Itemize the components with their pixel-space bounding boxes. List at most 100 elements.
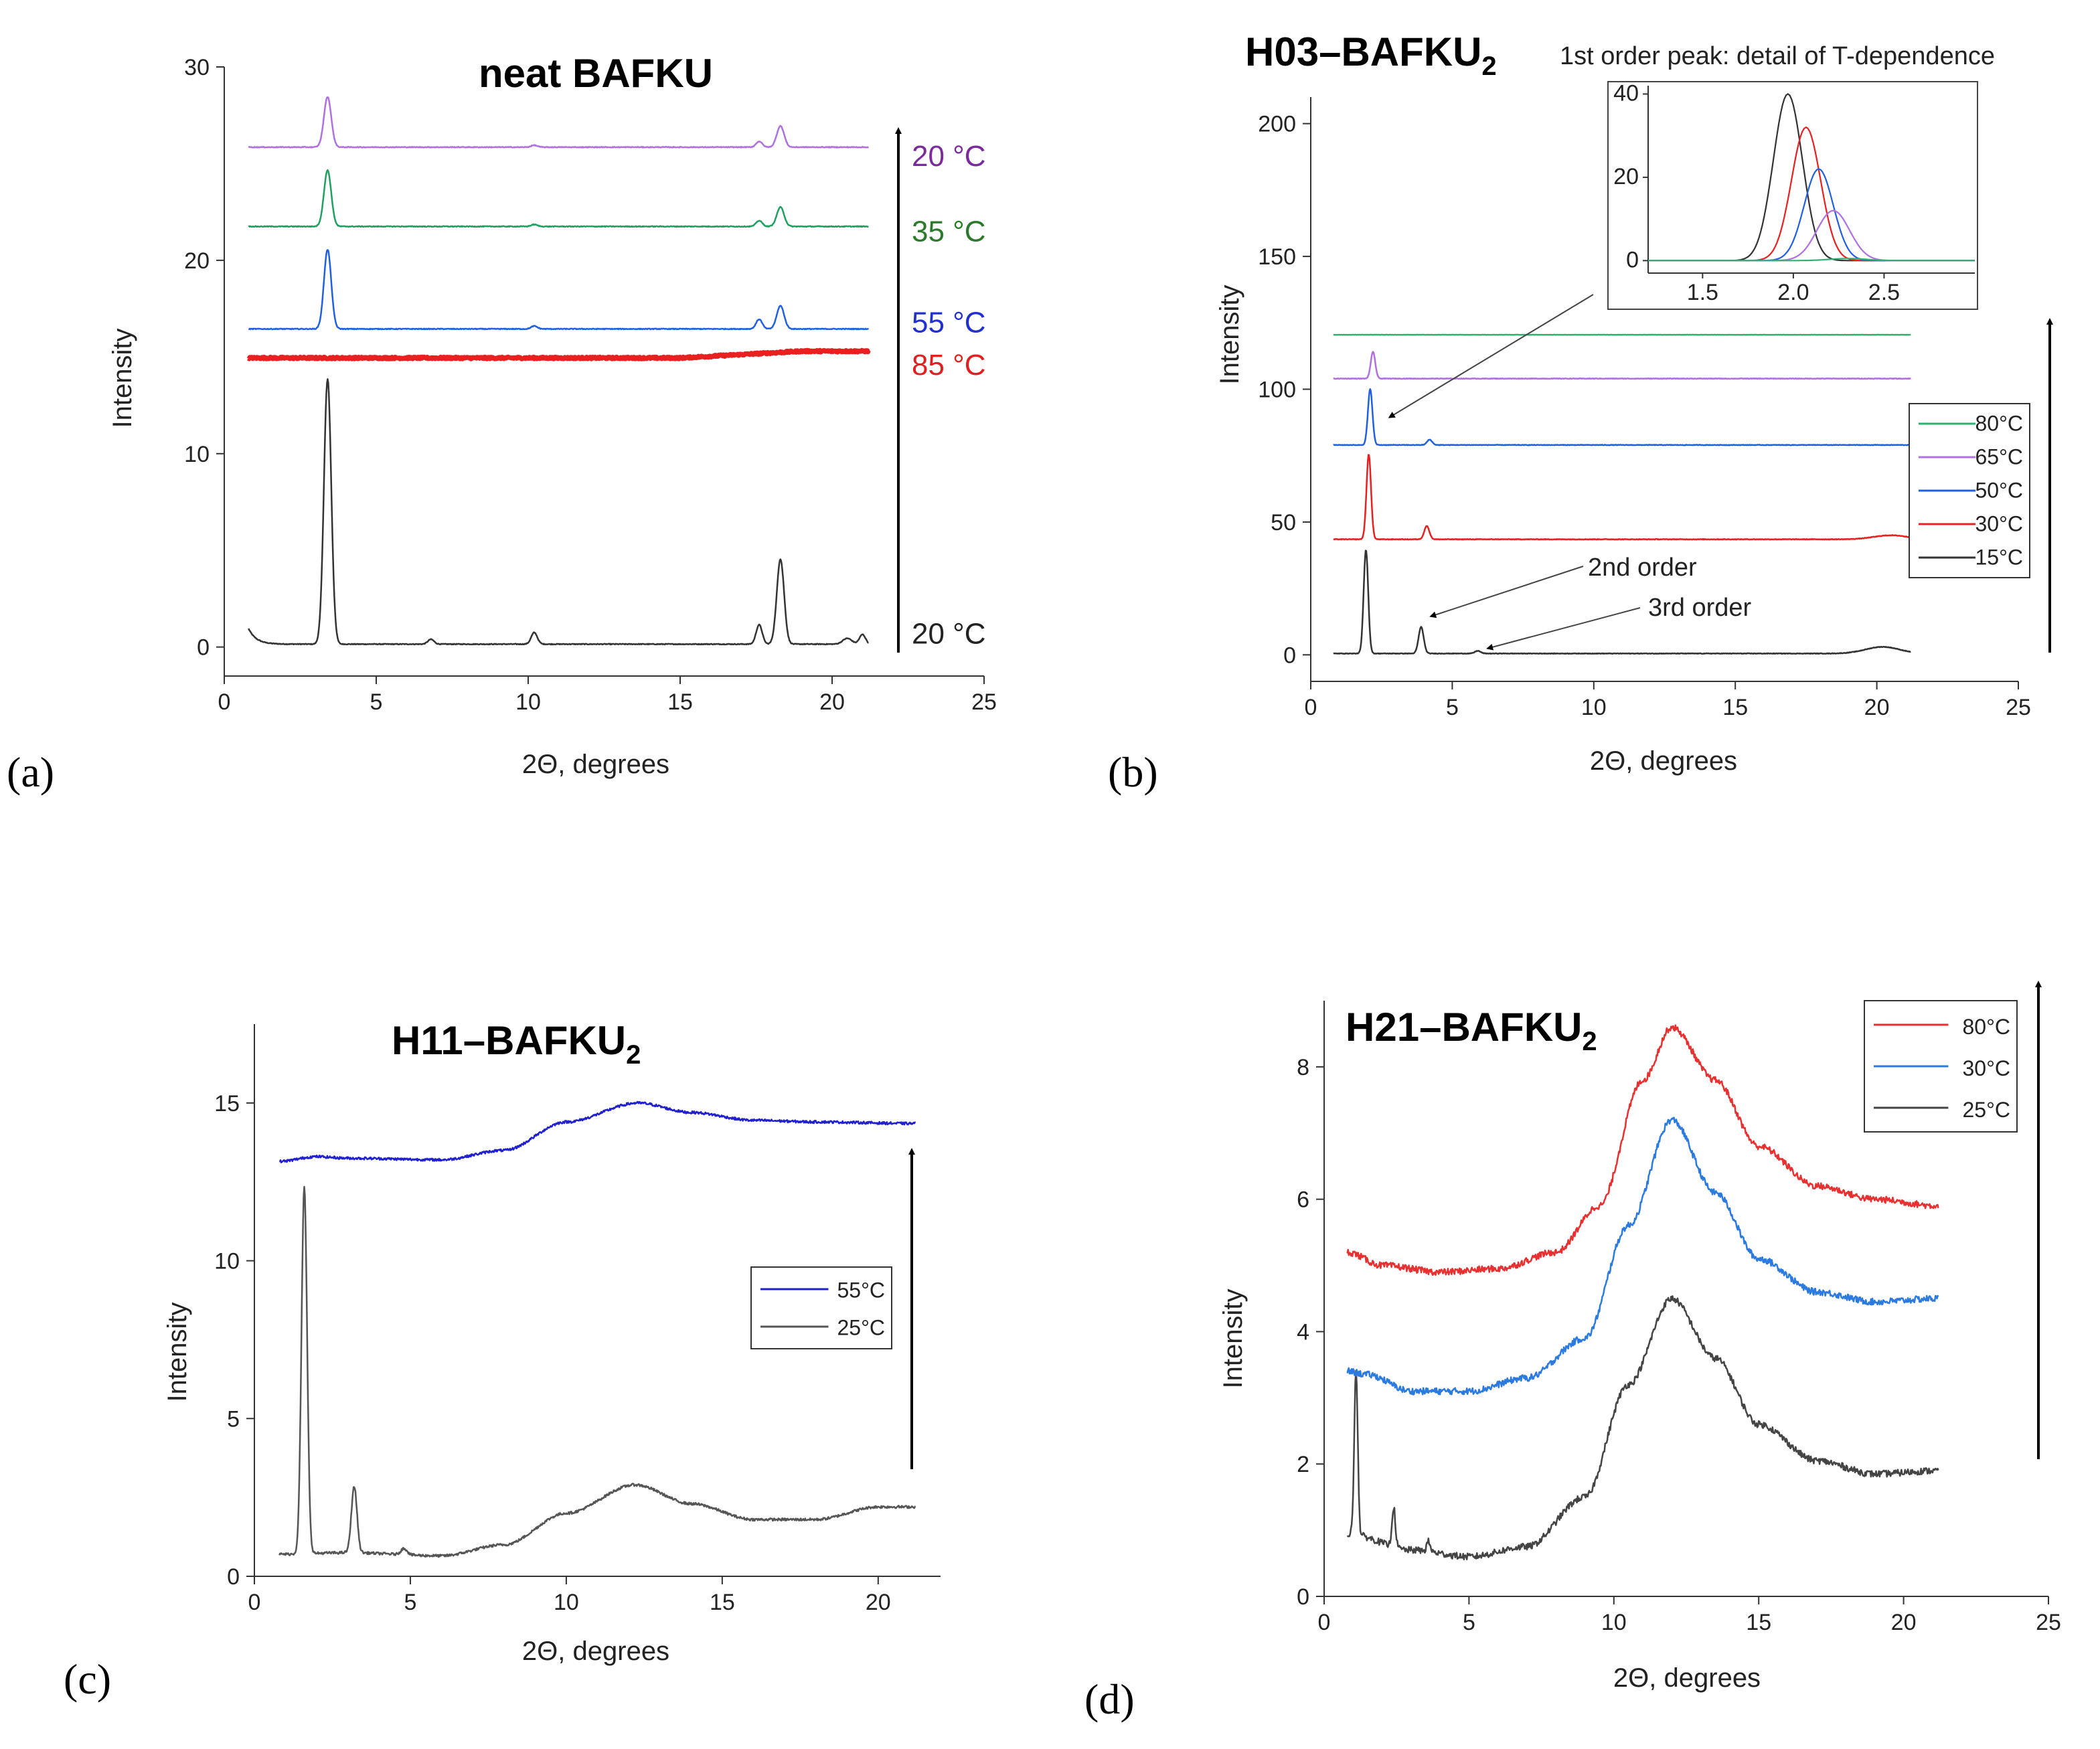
series-line-d-3: [1348, 1025, 1939, 1275]
y-tick-label-c: 15: [214, 1091, 240, 1116]
y-tick-label-d: 6: [1297, 1187, 1309, 1213]
series-line-d-1: [1348, 1296, 1939, 1559]
x-tick-label-d: 25: [2036, 1610, 2061, 1635]
annotation-3rd-order: 3rd order: [1648, 594, 1752, 622]
legend-label-b: 30°C: [1975, 512, 2024, 536]
legend-c: 55°C 25°C: [751, 1267, 892, 1349]
legend-label-d: 30°C: [1963, 1056, 2011, 1080]
legend-label-b: 65°C: [1975, 445, 2024, 469]
legend-label-b: 50°C: [1975, 479, 2024, 503]
annotation-arrow-2nd: [1433, 566, 1583, 616]
chart-title-b: H03–BAFKU2: [1245, 29, 1497, 81]
y-tick-label-b: 0: [1283, 643, 1296, 668]
y-tick-label-a: 10: [184, 442, 210, 467]
panel-label-b: (b): [1108, 748, 1158, 796]
x-tick-label-b: 20: [1864, 695, 1890, 720]
legend-label-d: 25°C: [1963, 1098, 2011, 1122]
legend-label-b: 15°C: [1975, 546, 2024, 570]
x-tick-label-b: 5: [1446, 695, 1459, 720]
x-tick-label-c: 15: [710, 1590, 735, 1615]
panel-label-d: (d): [1084, 1675, 1135, 1723]
inset-x-tick-label: 1.5: [1687, 280, 1718, 305]
legend-label-c: 55°C: [837, 1278, 886, 1303]
x-tick-label-b: 15: [1722, 695, 1748, 720]
x-tick-label-a: 10: [515, 689, 541, 715]
legend-d: 80°C 30°C 25°C: [1864, 1001, 2017, 1132]
temp-label-a-3: 55 °C: [912, 306, 986, 339]
chart-title-d-sub: 2: [1582, 1027, 1597, 1056]
panel-label-c: (c): [64, 1655, 111, 1703]
chart-title-c: H11–BAFKU2: [392, 1018, 641, 1070]
annotation-2nd-order: 2nd order: [1588, 554, 1697, 582]
x-tick-label-a: 15: [667, 689, 693, 715]
series-line-b-3: [1334, 389, 1911, 445]
legend-b: 80°C 65°C 50°C 30°C 15°C: [1909, 404, 2030, 578]
legend-label-b: 80°C: [1975, 412, 2024, 436]
inset-y-tick-label: 20: [1613, 164, 1639, 189]
inset-y-tick-label: 0: [1626, 247, 1639, 272]
chart-title-c-sub: 2: [626, 1040, 641, 1070]
x-axis-title-a: 2Θ, degrees: [522, 750, 669, 779]
x-tick-label-c: 0: [248, 1590, 261, 1615]
inset-pointer-arrow: [1391, 295, 1593, 416]
series-line-d-2: [1348, 1118, 1939, 1395]
x-tick-label-a: 25: [971, 689, 997, 715]
x-tick-label-a: 20: [819, 689, 845, 715]
x-tick-label-d: 10: [1601, 1610, 1627, 1635]
y-tick-label-d: 8: [1297, 1055, 1309, 1080]
y-tick-label-b: 150: [1258, 244, 1296, 270]
y-tick-label-a: 0: [197, 635, 210, 661]
y-tick-label-c: 5: [227, 1406, 240, 1432]
x-tick-label-c: 10: [554, 1590, 579, 1615]
legend-label-d: 80°C: [1963, 1015, 2011, 1039]
inset-title-b: 1st order peak: detail of T-dependence: [1560, 42, 1995, 70]
temp-label-a-4: 85 °C: [912, 349, 986, 382]
series-line-a-5: [248, 97, 868, 147]
x-axis-title-b: 2Θ, degrees: [1590, 746, 1737, 776]
chart-title-b-sub: 2: [1481, 52, 1496, 81]
x-axis-title-d: 2Θ, degrees: [1613, 1663, 1761, 1693]
series-line-a-2: [248, 350, 868, 359]
inset-x-tick-label: 2.5: [1868, 280, 1900, 305]
panel-label-a: (a): [7, 748, 54, 796]
y-tick-label-d: 0: [1297, 1584, 1309, 1610]
y-tick-label-b: 200: [1258, 112, 1296, 137]
chart-title-d-main: H21–BAFKU: [1346, 1005, 1582, 1050]
legend-label-c: 25°C: [837, 1316, 886, 1340]
y-tick-label-c: 0: [227, 1564, 240, 1590]
x-tick-label-c: 20: [866, 1590, 891, 1615]
x-tick-label-a: 5: [370, 689, 383, 715]
temp-label-a-2: 35 °C: [912, 216, 986, 248]
y-tick-label-a: 20: [184, 248, 210, 274]
y-tick-label-a: 30: [184, 55, 210, 80]
x-tick-label-d: 0: [1318, 1610, 1331, 1635]
inset-y-tick-label: 40: [1613, 80, 1639, 106]
annotation-arrow-3rd: [1489, 608, 1640, 648]
y-tick-label-b: 100: [1258, 378, 1296, 403]
temp-label-a-1: 20 °C: [912, 140, 986, 173]
series-line-b-2: [1334, 455, 1911, 540]
y-tick-label-b: 50: [1271, 510, 1296, 535]
series-line-a-3: [248, 250, 868, 329]
x-tick-label-b: 25: [2006, 695, 2031, 720]
x-tick-label-b: 0: [1305, 695, 1317, 720]
y-axis-title-c: Intensity: [163, 1303, 192, 1402]
x-tick-label-d: 15: [1746, 1610, 1771, 1635]
y-axis-title-b: Intensity: [1215, 285, 1244, 385]
series-line-a-4: [248, 170, 868, 227]
chart-title-d: H21–BAFKU2: [1346, 1005, 1597, 1056]
temp-label-a-5: 20 °C: [912, 617, 986, 650]
panel-c: (c) H11–BAFKU2 2Θ, degrees Intensity 0 5 1…: [64, 1018, 941, 1703]
y-axis-title-a: Intensity: [108, 329, 137, 428]
x-tick-label-d: 5: [1463, 1610, 1475, 1635]
chart-title-c-main: H11–BAFKU: [392, 1018, 626, 1063]
x-axis-title-c: 2Θ, degrees: [522, 1637, 669, 1666]
panel-b: (b) H03–BAFKU2 1st order peak: detail of…: [1108, 29, 2050, 796]
series-line-c-1: [279, 1187, 915, 1557]
